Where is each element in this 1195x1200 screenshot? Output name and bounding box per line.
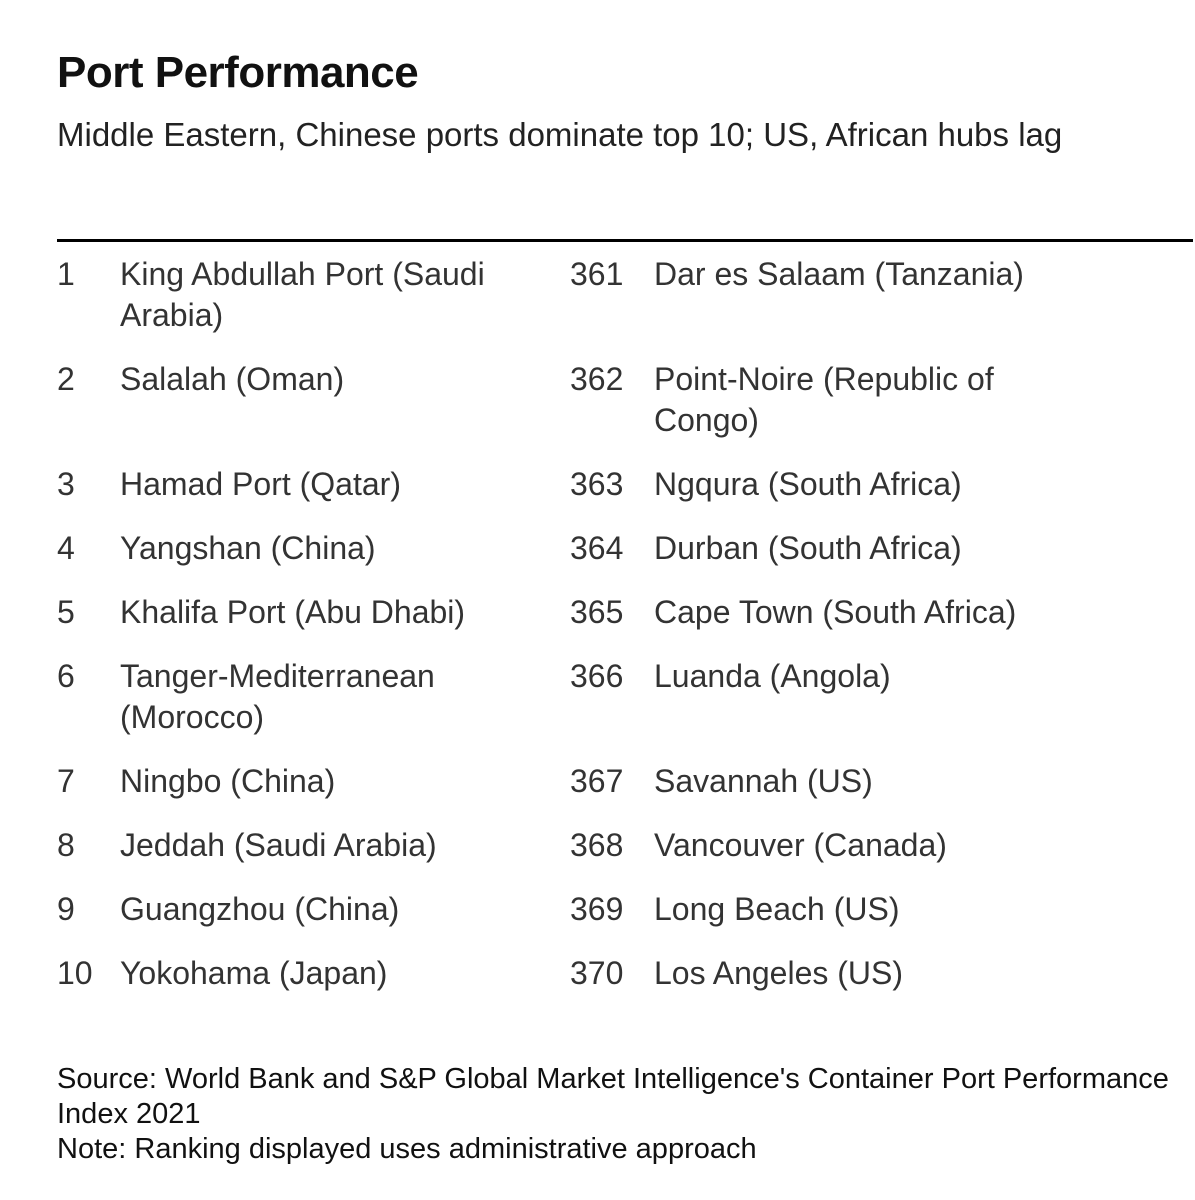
rank: 369 [570, 891, 624, 927]
rank: 10 [57, 955, 93, 991]
ranking-table: 1 King Abdullah Port (Saudi Arabia) 361 Dar… [57, 254, 1193, 994]
rank: 365 [570, 594, 624, 630]
port-name: Salalah (Oman) [120, 361, 345, 397]
port-name: Ngqura (South Africa) [654, 466, 962, 502]
port-name: Long Beach (US) [654, 891, 900, 927]
rank: 2 [57, 361, 75, 397]
rank: 5 [57, 594, 75, 630]
rank: 4 [57, 530, 75, 566]
port-name: Dar es Salaam (Tanzania) [654, 256, 1024, 292]
title: Port Performance [57, 48, 419, 97]
rank: 9 [57, 891, 75, 927]
port-name: Tanger-Mediterranean (Morocco) [120, 658, 435, 735]
footer: Source: World Bank and S&P Global Market… [57, 1062, 1177, 1167]
port-name: Cape Town (South Africa) [654, 594, 1017, 630]
port-name: Hamad Port (Qatar) [120, 466, 401, 502]
port-name: Khalifa Port (Abu Dhabi) [120, 594, 466, 630]
port-name: Durban (South Africa) [654, 530, 962, 566]
rank: 364 [570, 530, 624, 566]
rank: 6 [57, 658, 75, 694]
rank: 362 [570, 361, 624, 397]
rank: 3 [57, 466, 75, 502]
port-name: Guangzhou (China) [120, 891, 400, 927]
port-name: King Abdullah Port (Saudi Arabia) [120, 256, 485, 333]
port-name: Yokohama (Japan) [120, 955, 388, 991]
rank: 8 [57, 827, 75, 863]
subtitle: Middle Eastern, Chinese ports dominate t… [57, 116, 1063, 153]
port-name: Jeddah (Saudi Arabia) [120, 827, 437, 863]
port-name: Vancouver (Canada) [654, 827, 947, 863]
port-name: Los Angeles (US) [654, 955, 904, 991]
rank: 366 [570, 658, 624, 694]
port-name: Ningbo (China) [120, 763, 336, 799]
port-name: Point-Noire (Republic of Congo) [654, 361, 994, 438]
rank: 368 [570, 827, 624, 863]
source: Source: World Bank and S&P Global Market… [57, 1063, 1169, 1130]
rank: 367 [570, 763, 624, 799]
rank: 7 [57, 763, 75, 799]
rank: 1 [57, 256, 75, 292]
port-name: Luanda (Angola) [654, 658, 891, 694]
rank: 361 [570, 256, 624, 292]
rank: 370 [570, 955, 624, 991]
port-name: Yangshan (China) [120, 530, 376, 566]
rank: 363 [570, 466, 624, 502]
port-name: Savannah (US) [654, 763, 873, 799]
note: Note: Ranking displayed uses administrat… [57, 1133, 757, 1165]
rule [57, 239, 1193, 242]
